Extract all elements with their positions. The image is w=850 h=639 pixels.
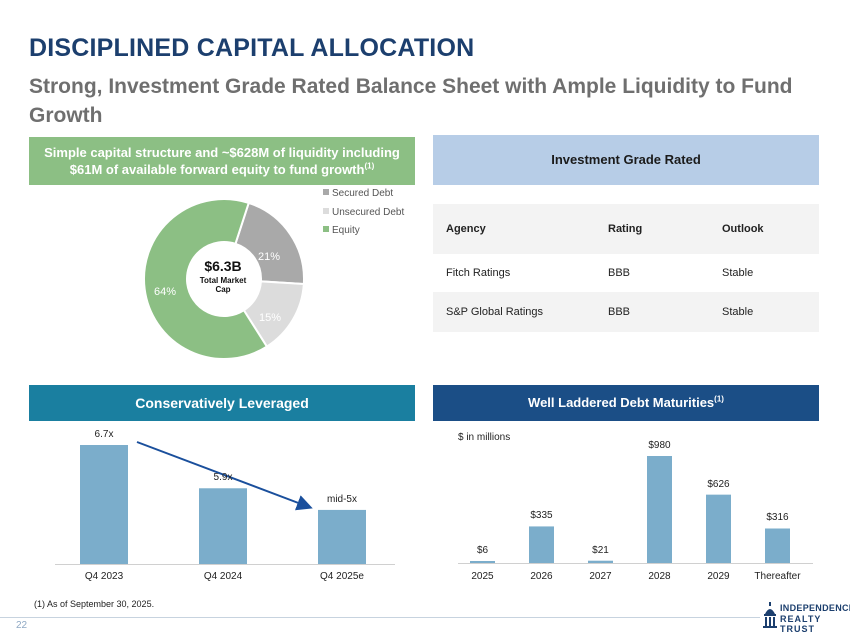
leverage-axis-label: Q4 2025e <box>320 571 364 582</box>
maturity-value-label: $21 <box>592 544 609 556</box>
slice-label-unsecured-debt: 15% <box>259 312 282 324</box>
cell-rating: BBB <box>595 254 709 292</box>
maturity-axis-label: 2029 <box>707 571 730 582</box>
total-market-cap-value: $6.3B <box>204 258 242 274</box>
legend-swatch-secured <box>323 189 329 195</box>
maturity-bar-6 <box>765 528 790 563</box>
total-market-cap-caption: Total Market Cap <box>199 276 247 294</box>
donut-center-label: $6.3B Total Market Cap <box>193 258 253 294</box>
header-rating: Rating <box>595 204 709 254</box>
logo-text-bottom: REALTY TRUST <box>780 614 822 634</box>
leverage-bar-1 <box>80 445 128 564</box>
legend-swatch-equity <box>323 226 329 232</box>
cell-agency: Fitch Ratings <box>433 254 595 292</box>
leverage-baseline <box>55 564 395 565</box>
investment-grade-banner: Investment Grade Rated <box>433 135 819 185</box>
leverage-axis-label: Q4 2023 <box>84 571 124 582</box>
maturity-axis-label: 2028 <box>648 571 671 582</box>
legend-label: Equity <box>332 225 360 236</box>
leverage-bar-chart <box>80 441 366 564</box>
cell-rating: BBB <box>595 292 709 332</box>
capital-structure-banner-text: Simple capital structure and ~$628M of l… <box>44 145 400 177</box>
maturity-bar-5 <box>706 494 731 563</box>
capitol-dome-icon <box>763 602 777 628</box>
slice-label-equity: 64% <box>154 286 177 298</box>
ratings-table: Agency Rating Outlook Fitch Ratings BBB … <box>433 204 819 332</box>
maturity-value-label: $6 <box>476 545 489 556</box>
cell-agency: S&P Global Ratings <box>433 292 595 332</box>
page-title: DISCIPLINED CAPITAL ALLOCATION <box>29 34 475 62</box>
maturity-bar-2 <box>529 526 554 563</box>
capital-structure-banner: Simple capital structure and ~$628M of l… <box>29 137 415 185</box>
maturity-axis-label: Thereafter <box>754 571 801 582</box>
cell-outlook: Stable <box>709 292 819 332</box>
maturity-value-label: $626 <box>707 478 730 490</box>
table-row: Fitch Ratings BBB Stable <box>433 254 819 292</box>
debt-maturities-footnote-ref: (1) <box>714 394 724 404</box>
leverage-banner: Conservatively Leveraged <box>29 385 415 421</box>
legend-label: Secured Debt <box>332 188 394 199</box>
logo-text-top: INDEPENDENCE <box>780 603 850 613</box>
leverage-bar-3 <box>318 509 366 564</box>
maturity-axis-label: 2025 <box>471 571 494 582</box>
trend-arrow <box>136 441 313 511</box>
maturity-axis-label: 2026 <box>530 571 553 582</box>
leverage-value-label: 5.9x <box>213 472 233 484</box>
maturity-value-label: $980 <box>648 440 671 451</box>
leverage-value-label: 6.7x <box>94 429 114 440</box>
capital-structure-footnote-ref: (1) <box>364 161 375 171</box>
maturity-axis-label: 2027 <box>589 571 612 582</box>
leverage-axis-label: Q4 2024 <box>203 571 243 582</box>
footnote: (1) As of September 30, 2025. <box>34 599 155 609</box>
debt-maturities-banner-text: Well Laddered Debt Maturities <box>528 395 715 410</box>
maturity-bar-1 <box>470 561 495 563</box>
leverage-value-label: mid-5x <box>326 493 357 505</box>
page-number: 22 <box>16 620 28 631</box>
maturity-bar-3 <box>588 560 613 563</box>
debt-maturities-banner: Well Laddered Debt Maturities(1) <box>433 385 819 421</box>
table-row: S&P Global Ratings BBB Stable <box>433 292 819 332</box>
maturity-bar-4 <box>647 456 672 563</box>
footer-divider <box>0 617 760 618</box>
cell-outlook: Stable <box>709 254 819 292</box>
unit-note: $ in millions <box>458 432 511 443</box>
header-outlook: Outlook <box>709 204 819 254</box>
legend-item-unsecured-debt: Unsecured Debt <box>323 207 404 218</box>
donut-hole <box>187 242 261 316</box>
legend-item-equity: Equity <box>323 225 360 236</box>
debt-maturities-bar-chart <box>470 456 790 563</box>
capital-structure-donut-chart <box>143 198 305 360</box>
legend-item-secured-debt: Secured Debt <box>323 188 393 199</box>
company-logo: INDEPENDENCE REALTY TRUST <box>762 602 850 634</box>
maturity-value-label: $335 <box>530 510 553 522</box>
page-subtitle: Strong, Investment Grade Rated Balance S… <box>29 75 793 127</box>
maturity-value-label: $316 <box>766 512 789 524</box>
slice-label-secured-debt: 21% <box>258 251 281 263</box>
legend-label: Unsecured Debt <box>332 207 405 218</box>
header-agency: Agency <box>433 204 595 254</box>
maturities-baseline <box>458 563 813 564</box>
table-header-row: Agency Rating Outlook <box>433 204 819 254</box>
legend-swatch-unsecured <box>323 208 329 214</box>
leverage-bar-2 <box>199 488 247 564</box>
